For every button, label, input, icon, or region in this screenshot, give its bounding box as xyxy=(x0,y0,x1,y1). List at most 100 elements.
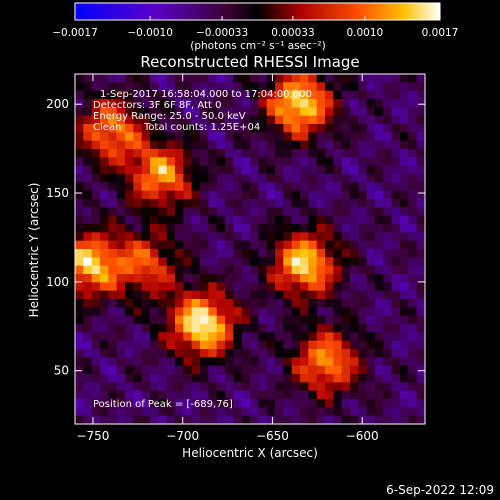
heatmap-cell xyxy=(75,249,84,258)
heatmap-cell xyxy=(83,240,93,250)
heatmap-cell xyxy=(283,290,293,300)
heatmap-cell xyxy=(275,182,284,192)
heatmap-cell xyxy=(191,365,201,375)
heatmap-cell xyxy=(375,307,384,317)
heatmap-cell xyxy=(291,90,301,100)
heatmap-cell xyxy=(183,274,193,283)
heatmap-cell xyxy=(283,132,293,142)
heatmap-cell xyxy=(150,140,159,150)
heatmap-cell xyxy=(358,340,368,350)
heatmap-cell xyxy=(233,290,243,300)
heatmap-cell xyxy=(158,199,168,208)
heatmap-cell xyxy=(175,107,184,117)
heatmap-cell xyxy=(241,374,251,383)
heatmap-cell xyxy=(241,99,251,108)
heatmap-cell xyxy=(241,115,251,125)
heatmap-cell xyxy=(191,290,201,300)
heatmap-cell xyxy=(366,365,376,375)
heatmap-cell xyxy=(108,82,118,92)
heatmap-cell xyxy=(183,107,193,117)
heatmap-cell xyxy=(175,399,184,408)
heatmap-cell xyxy=(375,190,384,200)
x-tick-label: −600 xyxy=(346,429,379,443)
heatmap-cell xyxy=(300,324,309,333)
heatmap-cell xyxy=(191,207,201,217)
heatmap-cell xyxy=(391,315,401,325)
heatmap-cell xyxy=(216,357,226,367)
heatmap-cell xyxy=(125,299,134,308)
heatmap-cell xyxy=(333,132,343,142)
heatmap-cell xyxy=(91,232,101,242)
heatmap-cell xyxy=(133,307,143,317)
x-axis-label: Heliocentric X (arcsec) xyxy=(182,446,318,460)
heatmap-cell xyxy=(216,299,226,308)
heatmap-cell xyxy=(316,190,326,200)
heatmap-cell xyxy=(108,324,118,333)
heatmap-cell xyxy=(416,324,426,333)
heatmap-cell xyxy=(208,107,218,117)
heatmap-cell xyxy=(191,82,201,92)
heatmap-cell xyxy=(283,399,293,408)
heatmap-cell xyxy=(375,349,384,358)
heatmap-cell xyxy=(250,74,259,83)
heatmap-cell xyxy=(175,82,184,92)
heatmap-cell xyxy=(183,190,193,200)
heatmap-cell xyxy=(316,157,326,167)
heatmap-cell xyxy=(191,182,201,192)
heatmap-cell xyxy=(191,157,201,167)
heatmap-cell xyxy=(283,249,293,258)
heatmap-cell xyxy=(366,374,376,383)
heatmap-cell xyxy=(416,299,426,308)
heatmap-cell xyxy=(341,307,351,317)
heatmap-cell xyxy=(225,249,234,258)
heatmap-cell xyxy=(200,182,209,192)
heatmap-cell xyxy=(408,390,418,400)
heatmap-cell xyxy=(158,190,168,200)
heatmap-cell xyxy=(241,165,251,175)
heatmap-cell xyxy=(408,265,418,275)
heatmap-cell xyxy=(341,115,351,125)
heatmap-cell xyxy=(391,240,401,250)
heatmap-cell xyxy=(191,249,201,258)
heatmap-cell xyxy=(291,165,301,175)
heatmap-cell xyxy=(266,374,276,383)
heatmap-cell xyxy=(283,157,293,167)
heatmap-cell xyxy=(241,124,251,133)
heatmap-cell xyxy=(150,124,159,133)
heatmap-cell xyxy=(250,290,259,300)
heatmap-cell xyxy=(325,132,334,142)
heatmap-cell xyxy=(108,265,118,275)
heatmap-cell xyxy=(216,257,226,267)
heatmap-cell xyxy=(183,382,193,392)
heatmap-cell xyxy=(133,332,143,342)
heatmap-cell xyxy=(325,332,334,342)
heatmap-cell xyxy=(250,240,259,250)
heatmap-cell xyxy=(166,349,176,358)
heatmap-cell xyxy=(166,382,176,392)
heatmap-cell xyxy=(141,157,151,167)
heatmap-cell xyxy=(375,415,384,425)
heatmap-cell xyxy=(383,249,393,258)
heatmap-cell xyxy=(100,274,109,283)
heatmap-cell xyxy=(133,165,143,175)
heatmap-cell xyxy=(400,132,409,142)
heatmap-cell xyxy=(333,324,343,333)
heatmap-cell xyxy=(200,307,209,317)
heatmap-cell xyxy=(241,149,251,158)
heatmap-cell xyxy=(291,140,301,150)
heatmap-cell xyxy=(91,240,101,250)
heatmap-cell xyxy=(333,357,343,367)
heatmap-cell xyxy=(350,174,359,183)
heatmap-cell xyxy=(316,74,326,83)
heatmap-cell xyxy=(275,332,284,342)
heatmap-cell xyxy=(141,90,151,100)
heatmap-cell xyxy=(375,390,384,400)
heatmap-cell xyxy=(283,115,293,125)
heatmap-cell xyxy=(291,149,301,158)
heatmap-cell xyxy=(400,282,409,292)
heatmap-cell xyxy=(225,299,234,308)
heatmap-cell xyxy=(275,249,284,258)
heatmap-cell xyxy=(216,415,226,425)
heatmap-cell xyxy=(241,382,251,392)
heatmap-cell xyxy=(116,132,126,142)
